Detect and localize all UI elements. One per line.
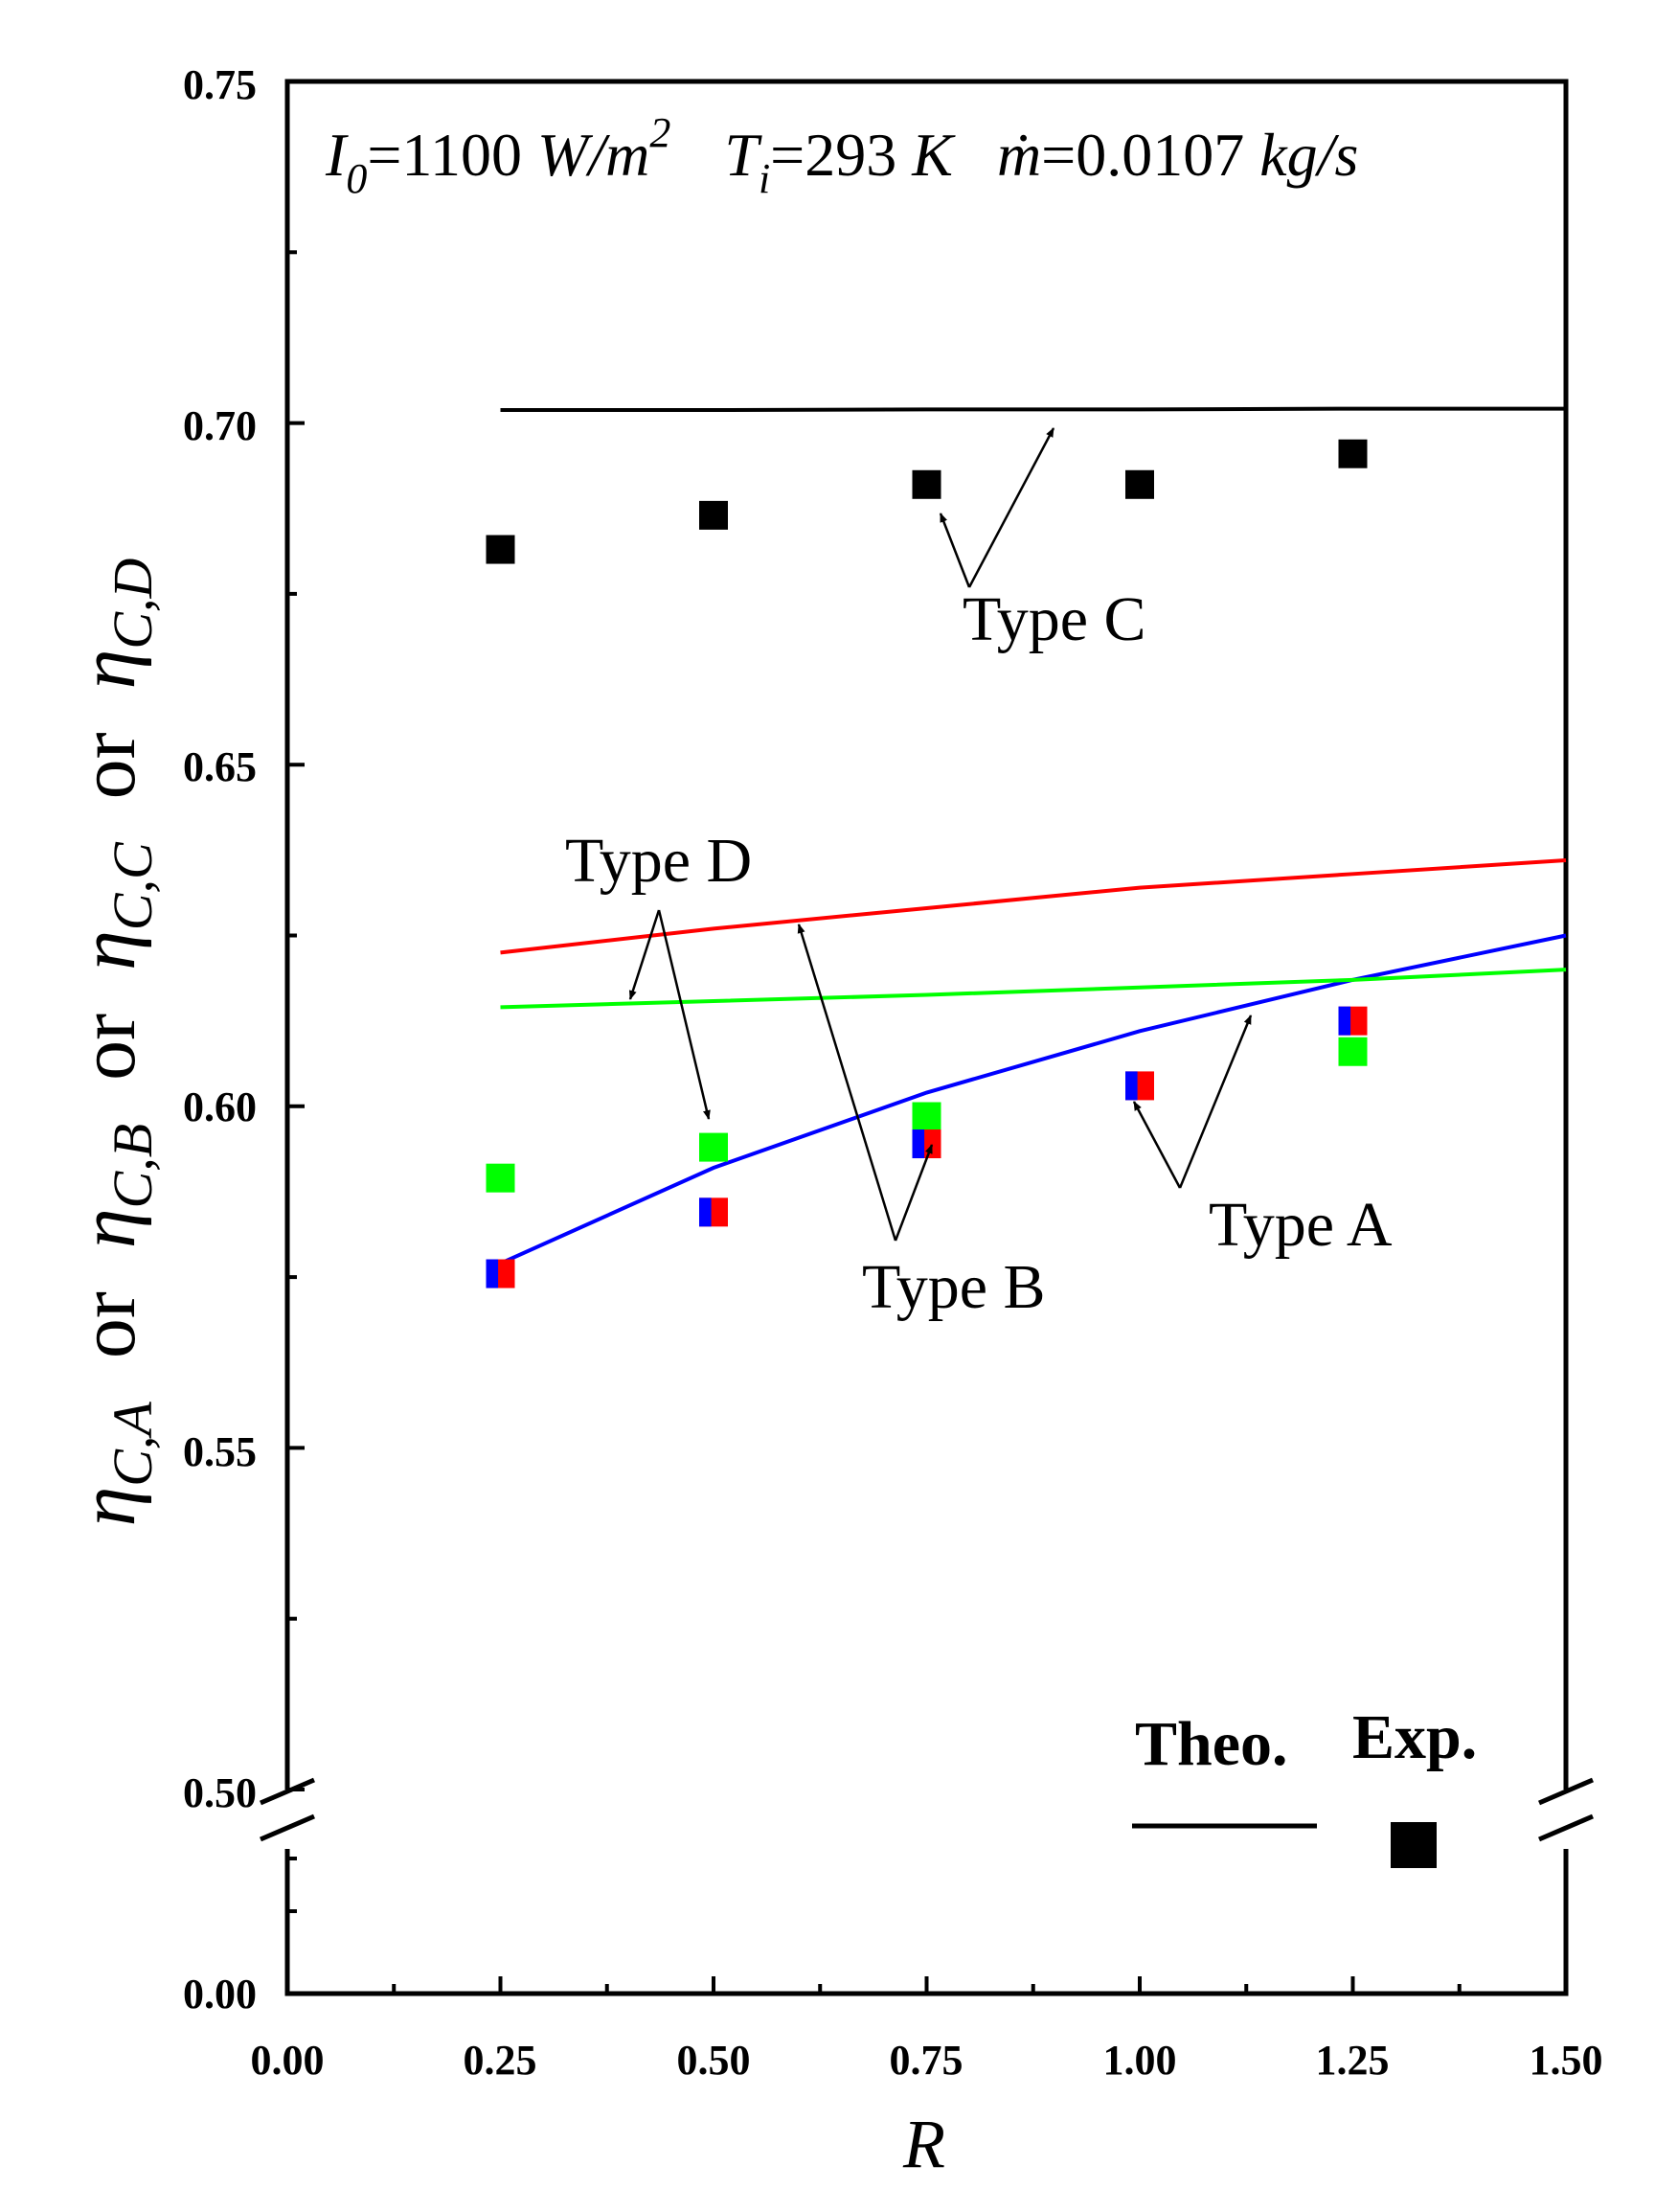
y-label-sub: C,C [102,841,164,930]
exp-point-type-d [912,1102,941,1131]
conditions-line: I0=1100 W/m2 Ti=293 K ṁ=0.0107 kg/s [325,92,1358,202]
theory-line-type-a [499,933,1567,1266]
axis-break-right-mark-1 [1538,1777,1594,1806]
arrow-type-a-1 [1132,1101,1182,1189]
theory-lines [499,406,1567,1266]
cond-m-unit: kg/s [1259,121,1358,189]
cond-m-symbol: ṁ [997,121,1041,189]
arrow-type-c-1 [939,513,971,588]
exp-point-type-a [699,1197,712,1227]
annotation-type-d: Type D [565,826,752,896]
annotation-type-b: Type B [862,1252,1046,1322]
exp-point-type-a [912,1129,925,1159]
legend-exp-label: Exp. [1352,1702,1477,1772]
y-tick-label: 0.50 [183,1769,257,1816]
exp-point-type-c [1125,469,1154,499]
arrow-type-b-1 [894,1144,934,1242]
cond-i0-symbol: I [325,121,349,189]
cond-i0-value: =1100 [367,121,537,189]
cond-ti-symbol: T [724,121,762,189]
cond-ti-unit: K [911,121,956,189]
experimental-points [486,439,1368,1288]
y-label-eta: η [63,930,152,970]
cond-i0-unit: W/m [537,121,649,189]
y-label-sub: C,A [102,1402,164,1487]
exp-point-type-a [486,1259,499,1288]
x-tick-label: 1.00 [1103,2037,1177,2084]
exp-point-type-d [1338,1037,1368,1066]
theory-line-type-d [500,968,1567,1010]
x-tick-label: 1.50 [1530,2037,1603,2084]
y-label-sub: C,B [102,1124,164,1209]
cond-i0-unit-sup: 2 [649,109,670,156]
x-tick-label: 0.50 [677,2037,751,2084]
legend: Theo. Exp. [1132,1702,1477,1868]
x-tick-label: 0.25 [464,2037,537,2084]
exp-point-type-a [1338,1006,1351,1036]
exp-point-type-a [1125,1071,1138,1101]
axis-break-right-mark-2 [1538,1813,1594,1842]
y-tick-label: 0.65 [183,743,257,790]
y-label-joiner: or [63,732,152,799]
x-tick-label: 1.25 [1316,2037,1390,2084]
tick-marks [285,80,1568,1995]
x-tick-labels: 0.00 0.25 0.50 0.75 1.00 1.25 1.50 [251,2037,1603,2084]
exp-point-type-c [486,535,515,564]
axis-break-right-gap [1556,1790,1576,1849]
x-tick-label: 0.75 [890,2037,964,2084]
cond-ti-value: =293 [770,121,912,189]
theory-line-type-c [500,406,1566,413]
exp-point-type-c [912,469,941,499]
annotation-type-a: Type A [1209,1190,1393,1260]
y-tick-label: 0.75 [183,61,257,108]
theory-line-type-b [500,858,1567,955]
arrow-type-c-2 [967,427,1055,588]
y-tick-label: 0.70 [183,402,257,449]
cond-m-value: =0.0107 [1041,121,1259,189]
svg-text:ηC,A or ηC,B: ηC,A or ηC,B or ηC,C or ηC,D [63,558,170,1526]
axis-break-left-mark-2 [260,1813,315,1842]
exp-point-type-d [699,1132,728,1162]
exp-point-type-c [1338,439,1368,468]
y-label-eta: η [63,1487,152,1527]
y-axis-label: ηC,A or ηC,B or ηC,C or ηC,D [63,558,170,1526]
y-tick-label: 0.55 [183,1428,257,1475]
y-label-sub: C,D [102,558,164,649]
y-label-joiner: or [63,1291,152,1358]
exp-point-type-d [486,1163,515,1193]
arrow-type-d-2 [657,909,711,1120]
arrow-type-d-1 [628,909,661,1000]
x-axis-label: R [902,2106,945,2182]
y-tick-labels: 0.50 0.55 0.60 0.65 0.70 0.75 0.00 [183,61,257,2018]
annotation-type-c: Type C [963,584,1146,654]
y-label-joiner: or [63,1014,152,1081]
x-tick-label: 0.00 [251,2037,325,2084]
y-label-eta: η [63,650,152,690]
y-label-eta: η [63,1208,152,1248]
exp-point-type-c [699,500,728,530]
legend-theo-label: Theo. [1135,1709,1288,1779]
cond-ti-subscript: i [759,155,770,202]
axis-break-left-gap [278,1790,297,1849]
arrow-type-a-2 [1178,1015,1253,1189]
annotation-arrows [628,427,1253,1242]
legend-exp-marker [1391,1822,1437,1868]
y-tick-label: 0.00 [183,1971,257,2018]
y-tick-label: 0.60 [183,1083,257,1130]
arrow-type-b-2 [797,924,897,1242]
cond-i0-subscript: 0 [346,155,367,202]
